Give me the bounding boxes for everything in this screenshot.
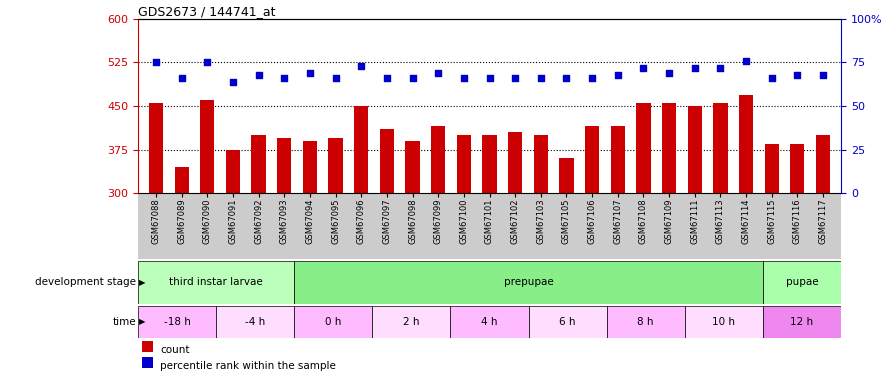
Text: development stage: development stage bbox=[36, 277, 136, 287]
Bar bbox=[684, 306, 763, 338]
Bar bbox=[303, 141, 317, 193]
Point bbox=[277, 75, 291, 81]
Text: third instar larvae: third instar larvae bbox=[169, 277, 263, 287]
Text: pupae: pupae bbox=[786, 277, 818, 287]
Bar bbox=[216, 306, 295, 338]
Text: GDS2673 / 144741_at: GDS2673 / 144741_at bbox=[138, 4, 275, 18]
Bar bbox=[739, 96, 753, 193]
Point bbox=[534, 75, 548, 81]
Text: 8 h: 8 h bbox=[637, 316, 654, 327]
Bar bbox=[174, 167, 189, 193]
Bar bbox=[406, 141, 419, 193]
Bar bbox=[200, 100, 214, 193]
Bar bbox=[508, 132, 522, 193]
Point bbox=[790, 72, 805, 78]
Point bbox=[457, 75, 471, 81]
Bar bbox=[138, 261, 295, 304]
Text: ▶: ▶ bbox=[139, 317, 145, 326]
Point bbox=[636, 64, 651, 70]
Bar bbox=[765, 144, 779, 193]
Text: percentile rank within the sample: percentile rank within the sample bbox=[160, 361, 336, 371]
Point bbox=[354, 63, 368, 69]
Bar bbox=[585, 126, 599, 193]
Bar bbox=[252, 135, 265, 193]
Point bbox=[174, 75, 189, 81]
Bar bbox=[295, 261, 763, 304]
Bar bbox=[763, 261, 841, 304]
Point bbox=[559, 75, 573, 81]
Bar bbox=[534, 135, 548, 193]
Text: ▶: ▶ bbox=[139, 278, 145, 286]
Bar bbox=[431, 126, 445, 193]
Bar bbox=[295, 306, 372, 338]
Bar bbox=[714, 103, 727, 193]
Bar bbox=[328, 138, 343, 193]
Point bbox=[688, 64, 702, 70]
Point bbox=[431, 70, 445, 76]
Text: time: time bbox=[112, 316, 136, 327]
Point bbox=[200, 59, 214, 65]
Bar bbox=[688, 106, 702, 193]
Bar bbox=[354, 106, 368, 193]
Text: count: count bbox=[160, 345, 190, 355]
Bar bbox=[450, 306, 529, 338]
Point bbox=[380, 75, 394, 81]
Bar bbox=[482, 135, 497, 193]
Bar bbox=[607, 306, 684, 338]
Bar bbox=[226, 150, 240, 193]
Bar bbox=[763, 306, 841, 338]
Text: 10 h: 10 h bbox=[712, 316, 735, 327]
Point bbox=[508, 75, 522, 81]
Bar bbox=[380, 129, 394, 193]
Text: -4 h: -4 h bbox=[245, 316, 265, 327]
Point bbox=[585, 75, 599, 81]
Bar bbox=[790, 144, 805, 193]
Point bbox=[611, 72, 625, 78]
Point bbox=[765, 75, 779, 81]
Bar bbox=[560, 158, 573, 193]
Bar bbox=[636, 103, 651, 193]
Text: 2 h: 2 h bbox=[403, 316, 419, 327]
Point bbox=[226, 78, 240, 84]
Point bbox=[252, 72, 266, 78]
Point bbox=[303, 70, 317, 76]
Text: 0 h: 0 h bbox=[325, 316, 342, 327]
Point bbox=[662, 70, 676, 76]
Bar bbox=[611, 126, 625, 193]
Text: 6 h: 6 h bbox=[560, 316, 576, 327]
Text: prepupae: prepupae bbox=[504, 277, 554, 287]
Text: 12 h: 12 h bbox=[790, 316, 813, 327]
Bar bbox=[529, 306, 607, 338]
Bar bbox=[457, 135, 471, 193]
Point bbox=[713, 64, 727, 70]
Bar bbox=[277, 138, 291, 193]
Point bbox=[406, 75, 420, 81]
Text: 4 h: 4 h bbox=[481, 316, 498, 327]
Point bbox=[482, 75, 497, 81]
Text: -18 h: -18 h bbox=[164, 316, 190, 327]
Point bbox=[328, 75, 343, 81]
Bar bbox=[816, 135, 830, 193]
Point bbox=[149, 59, 163, 65]
Point bbox=[739, 58, 753, 64]
Bar bbox=[149, 103, 163, 193]
Point bbox=[816, 72, 830, 78]
Bar bbox=[138, 306, 216, 338]
Bar bbox=[662, 103, 676, 193]
Bar bbox=[372, 306, 450, 338]
